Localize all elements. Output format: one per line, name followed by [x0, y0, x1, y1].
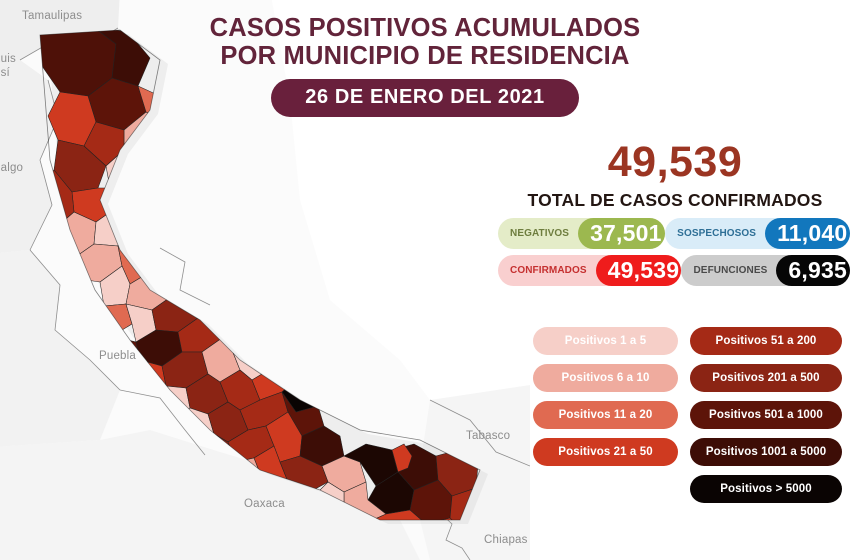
date-badge: 26 DE ENERO DEL 2021	[271, 79, 579, 117]
total-cases-block: 49,539 TOTAL DE CASOS CONFIRMADOS	[500, 140, 850, 211]
page-title-line2: POR MUNICIPIO DE RESIDENCIA	[220, 42, 630, 70]
map-label-tabasco: Tabasco	[466, 430, 511, 442]
stat-value-sospechosos: 11,040	[765, 218, 850, 249]
stat-badge-negativos: NEGATIVOS 37,501	[498, 218, 666, 249]
map-label-puebla: Puebla	[99, 350, 137, 362]
map-label-tamaulipas: Tamaulipas	[22, 10, 83, 22]
legend-chip-501-a-1000: Positivos 501 a 1000	[690, 401, 842, 429]
stats-row-1: NEGATIVOS 37,501 SOSPECHOSOS 11,040	[498, 218, 850, 249]
stat-value-confirmados: 49,539	[595, 255, 682, 286]
stat-value-defunciones: 6,935	[776, 255, 850, 286]
stats-grid: NEGATIVOS 37,501 SOSPECHOSOS 11,040 CONF…	[498, 218, 850, 292]
map-legend: Positivos 1 a 5 Positivos 6 a 10 Positiv…	[533, 327, 843, 503]
veracruz-outline	[39, 29, 481, 521]
legend-chip-11-a-20: Positivos 11 a 20	[533, 401, 678, 429]
legend-chip-mayor-5000: Positivos > 5000	[690, 475, 842, 503]
header: CASOS POSITIVOS ACUMULADOS POR MUNICIPIO…	[195, 14, 655, 117]
stat-value-negativos: 37,501	[578, 218, 666, 249]
stat-badge-confirmados: CONFIRMADOS 49,539	[498, 255, 682, 286]
total-cases-number: 49,539	[607, 138, 743, 186]
legend-chip-1-a-5: Positivos 1 a 5	[533, 327, 678, 355]
stat-label-confirmados: CONFIRMADOS	[510, 265, 587, 276]
map-label-oaxaca: Oaxaca	[244, 498, 285, 510]
legend-chip-201-a-500: Positivos 201 a 500	[690, 364, 842, 392]
stat-label-defunciones: DEFUNCIONES	[693, 265, 768, 276]
legend-chip-51-a-200: Positivos 51 a 200	[690, 327, 842, 355]
stat-label-negativos: NEGATIVOS	[510, 228, 570, 239]
map-label-chiapas: Chiapas	[484, 534, 528, 546]
stats-row-2: CONFIRMADOS 49,539 DEFUNCIONES 6,935	[498, 255, 850, 286]
legend-chip-6-a-10: Positivos 6 a 10	[533, 364, 678, 392]
total-cases-caption: TOTAL DE CASOS CONFIRMADOS	[527, 190, 823, 210]
legend-chip-21-a-50: Positivos 21 a 50	[533, 438, 678, 466]
legend-column-left: Positivos 1 a 5 Positivos 6 a 10 Positiv…	[533, 327, 678, 503]
stat-badge-sospechosos: SOSPECHOSOS 11,040	[665, 218, 850, 249]
stat-label-sospechosos: SOSPECHOSOS	[677, 228, 757, 239]
legend-column-right: Positivos 51 a 200 Positivos 201 a 500 P…	[690, 327, 842, 503]
stat-badge-defunciones: DEFUNCIONES 6,935	[681, 255, 850, 286]
page-title-line1: CASOS POSITIVOS ACUMULADOS	[209, 14, 641, 42]
legend-chip-1001-a-5000: Positivos 1001 a 5000	[690, 438, 842, 466]
map-label-san-luis-potosi: Luisosí	[0, 53, 16, 79]
map-label-hidalgo: dalgo	[0, 162, 24, 174]
